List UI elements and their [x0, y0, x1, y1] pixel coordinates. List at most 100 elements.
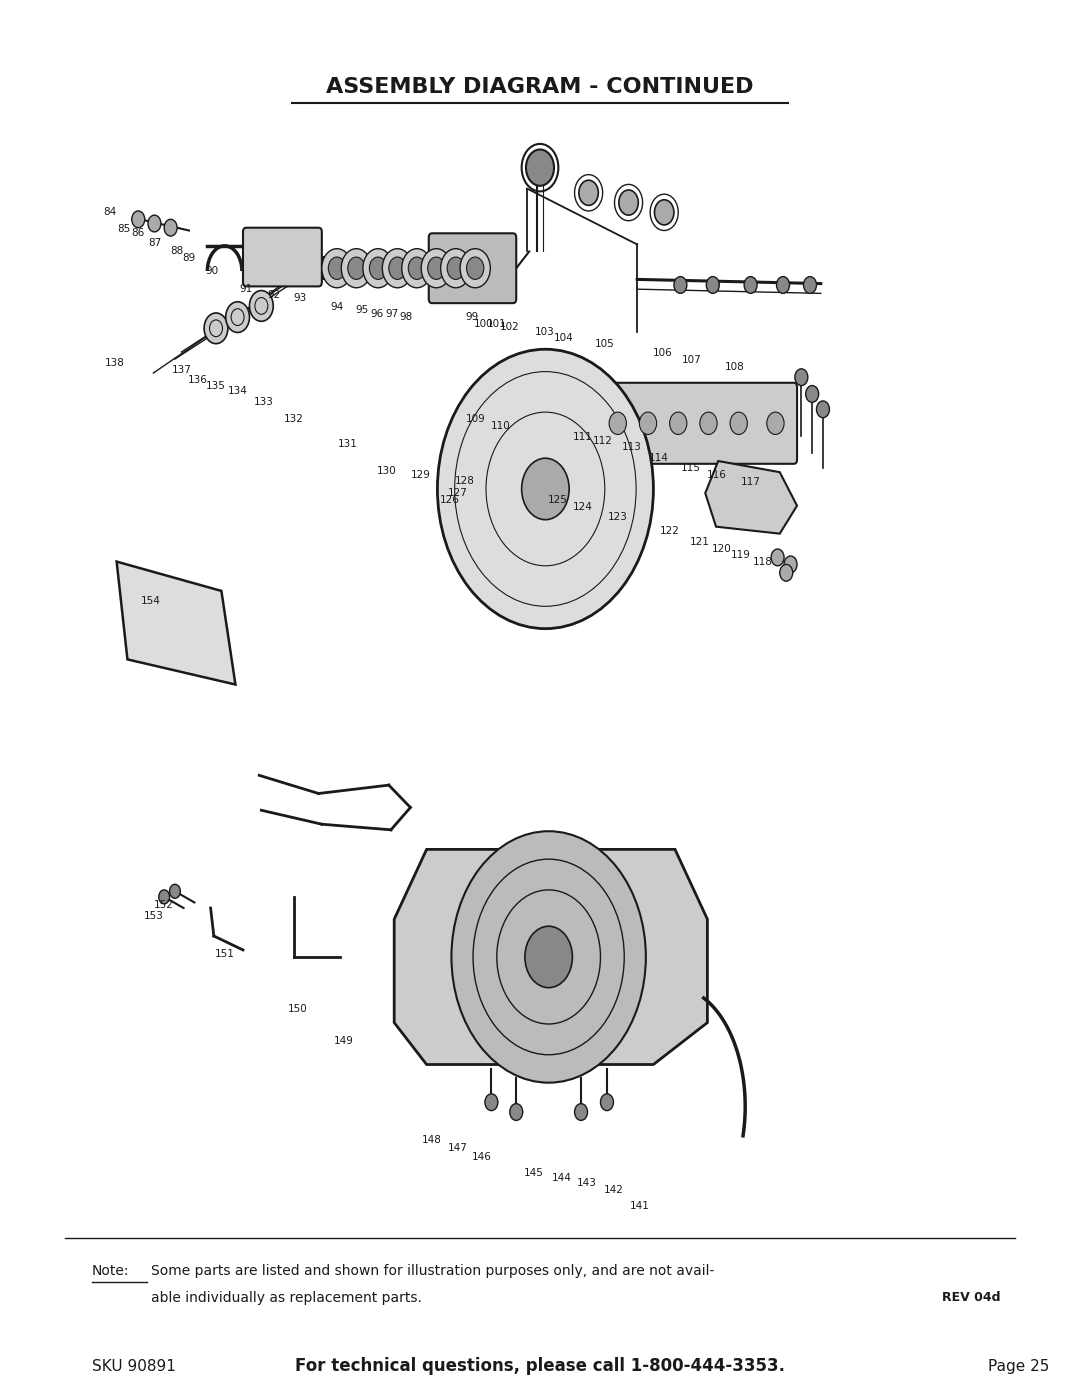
Text: 118: 118 — [753, 556, 772, 567]
Text: 102: 102 — [500, 321, 519, 332]
Circle shape — [159, 890, 170, 904]
Text: 85: 85 — [118, 224, 131, 235]
Text: 112: 112 — [593, 436, 612, 447]
Circle shape — [806, 386, 819, 402]
Polygon shape — [394, 849, 707, 1065]
Circle shape — [382, 249, 413, 288]
Text: 142: 142 — [604, 1185, 623, 1196]
Text: 109: 109 — [465, 414, 485, 425]
Text: SKU 90891: SKU 90891 — [92, 1359, 176, 1373]
Text: 121: 121 — [690, 536, 710, 548]
Text: 101: 101 — [487, 319, 507, 330]
Circle shape — [706, 277, 719, 293]
Text: 106: 106 — [653, 348, 673, 359]
Text: 148: 148 — [422, 1134, 442, 1146]
Text: 141: 141 — [630, 1200, 649, 1211]
Text: 150: 150 — [288, 1003, 308, 1014]
Circle shape — [328, 257, 346, 279]
Text: 126: 126 — [440, 495, 459, 506]
Circle shape — [579, 180, 598, 205]
Text: 88: 88 — [171, 246, 184, 257]
Circle shape — [148, 215, 161, 232]
Text: 86: 86 — [132, 228, 145, 239]
Circle shape — [526, 149, 554, 186]
Text: 127: 127 — [448, 488, 468, 499]
Text: 125: 125 — [548, 495, 567, 506]
Circle shape — [619, 190, 638, 215]
Text: 110: 110 — [491, 420, 511, 432]
Text: 105: 105 — [595, 338, 615, 349]
Text: 145: 145 — [524, 1168, 543, 1179]
Text: 151: 151 — [215, 949, 234, 960]
Text: 120: 120 — [712, 543, 731, 555]
Circle shape — [451, 831, 646, 1083]
Circle shape — [575, 1104, 588, 1120]
Text: 129: 129 — [411, 469, 431, 481]
Circle shape — [348, 257, 365, 279]
Text: 115: 115 — [681, 462, 701, 474]
Text: For technical questions, please call 1-800-444-3353.: For technical questions, please call 1-8… — [295, 1358, 785, 1375]
FancyBboxPatch shape — [429, 233, 516, 303]
Text: 149: 149 — [334, 1035, 353, 1046]
Text: 119: 119 — [731, 549, 751, 560]
Circle shape — [322, 249, 352, 288]
Circle shape — [164, 219, 177, 236]
Text: 146: 146 — [472, 1151, 491, 1162]
Text: 96: 96 — [370, 309, 383, 320]
Circle shape — [670, 412, 687, 434]
Text: 92: 92 — [268, 289, 281, 300]
Bar — [322, 257, 505, 279]
Text: 107: 107 — [681, 355, 701, 366]
Text: 116: 116 — [707, 469, 727, 481]
Text: 90: 90 — [205, 265, 218, 277]
Circle shape — [441, 249, 471, 288]
Text: 132: 132 — [284, 414, 303, 425]
Circle shape — [421, 249, 451, 288]
Circle shape — [447, 257, 464, 279]
Text: 133: 133 — [254, 397, 273, 408]
Text: 152: 152 — [154, 900, 174, 911]
Text: 113: 113 — [622, 441, 642, 453]
Circle shape — [784, 556, 797, 573]
Circle shape — [249, 291, 273, 321]
Circle shape — [777, 277, 789, 293]
Circle shape — [525, 926, 572, 988]
Circle shape — [730, 412, 747, 434]
Text: 134: 134 — [228, 386, 247, 397]
Text: Note:: Note: — [92, 1264, 130, 1278]
Text: 144: 144 — [552, 1172, 571, 1183]
Circle shape — [460, 249, 490, 288]
Text: 94: 94 — [330, 302, 343, 313]
Text: 135: 135 — [206, 380, 226, 391]
Text: Some parts are listed and shown for illustration purposes only, and are not avai: Some parts are listed and shown for illu… — [151, 1264, 715, 1278]
Text: 111: 111 — [573, 432, 593, 443]
Circle shape — [132, 211, 145, 228]
Circle shape — [389, 257, 406, 279]
Circle shape — [408, 257, 426, 279]
Circle shape — [767, 412, 784, 434]
Text: 104: 104 — [554, 332, 573, 344]
Text: 124: 124 — [573, 502, 593, 513]
Text: 147: 147 — [448, 1143, 468, 1154]
Text: 91: 91 — [240, 284, 253, 295]
Circle shape — [437, 349, 653, 629]
Circle shape — [226, 302, 249, 332]
Text: 103: 103 — [535, 327, 554, 338]
Circle shape — [428, 257, 445, 279]
FancyBboxPatch shape — [243, 228, 322, 286]
Text: 123: 123 — [608, 511, 627, 522]
Text: 99: 99 — [465, 312, 478, 323]
Text: 143: 143 — [577, 1178, 596, 1189]
Circle shape — [341, 249, 372, 288]
FancyBboxPatch shape — [591, 383, 797, 464]
Circle shape — [816, 401, 829, 418]
Text: 128: 128 — [455, 475, 474, 486]
Text: ASSEMBLY DIAGRAM - CONTINUED: ASSEMBLY DIAGRAM - CONTINUED — [326, 77, 754, 96]
Circle shape — [639, 412, 657, 434]
Circle shape — [204, 313, 228, 344]
Text: able individually as replacement parts.: able individually as replacement parts. — [151, 1291, 422, 1305]
Circle shape — [771, 549, 784, 566]
Circle shape — [744, 277, 757, 293]
Circle shape — [363, 249, 393, 288]
Circle shape — [170, 884, 180, 898]
